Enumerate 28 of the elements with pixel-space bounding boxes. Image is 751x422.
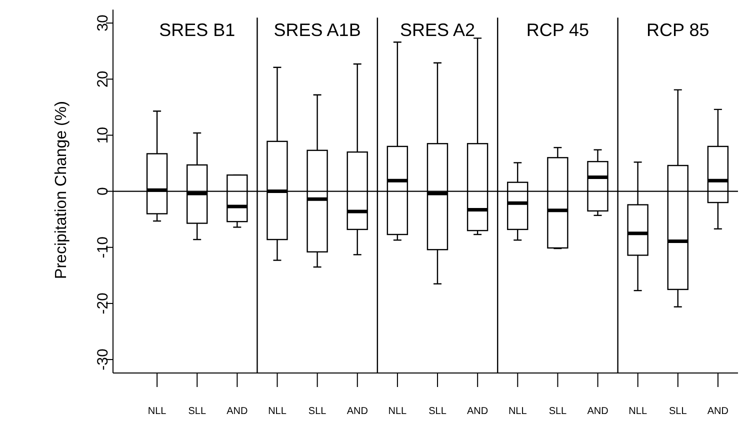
x-tick-label: NLL (268, 406, 287, 418)
x-tick-label: AND (707, 406, 729, 418)
x-tick-label: SLL (308, 406, 327, 418)
annotation: SRES A2 (398, 20, 476, 41)
x-tick-label: NLL (508, 406, 528, 418)
y-tick-label: 30 (94, 14, 112, 32)
y-tick-label: 20 (94, 70, 112, 88)
x-tick-label: NLL (388, 406, 408, 418)
x-tick-label: NLL (148, 406, 167, 418)
y-tick-label: -20 (94, 292, 112, 314)
annotation: SRES A1B (272, 20, 362, 41)
annotation: SRES B1 (158, 20, 236, 41)
x-tick-label: SLL (669, 406, 688, 418)
y-axis-title: Precipitation Change (%) (53, 100, 71, 282)
annotation: RCP 85 (646, 20, 710, 41)
x-tick-label: AND (346, 406, 368, 418)
x-tick-label: SLL (188, 406, 206, 418)
y-tick-label: -10 (94, 236, 112, 258)
x-tick-label: AND (226, 406, 248, 418)
y-tick-label: -30 (94, 348, 112, 370)
y-tick-label: 0 (94, 187, 112, 196)
x-tick-label: SLL (428, 406, 447, 418)
x-tick-label: SLL (548, 406, 568, 418)
annotation: RCP 45 (525, 20, 590, 41)
x-tick-label: AND (467, 406, 488, 418)
x-tick-label: AND (587, 406, 608, 418)
x-tick-label: NLL (628, 406, 648, 418)
y-tick-label: 10 (94, 126, 112, 144)
